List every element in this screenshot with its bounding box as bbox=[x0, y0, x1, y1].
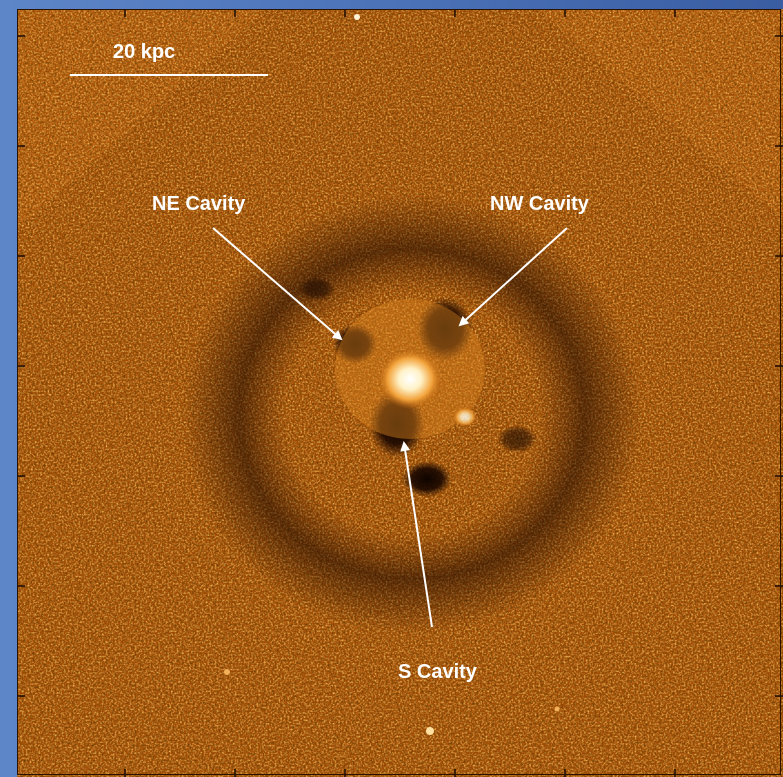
bright-core bbox=[378, 349, 442, 409]
axis-ticks bbox=[17, 9, 783, 777]
dark-patch bbox=[497, 425, 537, 453]
point-source bbox=[224, 669, 230, 675]
s-cavity-extension bbox=[402, 461, 452, 497]
bright-knot bbox=[453, 407, 477, 427]
ne-cavity-arrow bbox=[212, 227, 343, 341]
ne-cavity-region bbox=[333, 324, 377, 364]
xray-residual-image bbox=[17, 9, 783, 777]
nw-cavity-region bbox=[417, 297, 473, 361]
point-source bbox=[354, 14, 360, 20]
point-source bbox=[426, 727, 434, 735]
s-cavity-arrow bbox=[400, 441, 433, 628]
ne-cavity-label: NE Cavity bbox=[152, 193, 246, 215]
s-cavity-label: S Cavity bbox=[398, 661, 478, 683]
nw-cavity-label: NW Cavity bbox=[490, 193, 590, 215]
point-source bbox=[554, 706, 560, 712]
nw-cavity-arrow bbox=[458, 227, 568, 327]
scale-bar-label: 20 kpc bbox=[113, 41, 175, 63]
dark-patch bbox=[299, 277, 335, 301]
xray-image-svg bbox=[17, 9, 783, 777]
